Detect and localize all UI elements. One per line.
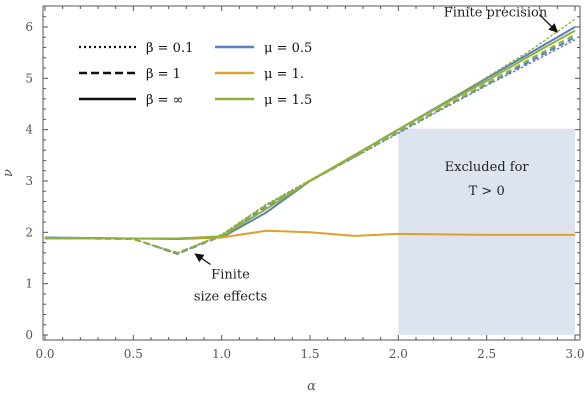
series-layer: [44, 18, 576, 255]
y-tick-label: 3: [25, 174, 33, 188]
legend: β = 0.1 β = 1 β = ∞ μ = 0.5 μ = 1. μ = 1.5: [79, 41, 312, 108]
shaded-region-layer: Excluded for T > 0: [398, 128, 575, 335]
excluded-region-label: T > 0: [469, 184, 505, 199]
annotation-text: size effects: [194, 290, 267, 305]
legend-label: μ = 1.5: [264, 93, 312, 108]
x-tick-label: 0.0: [35, 347, 54, 361]
x-tick-label: 3.0: [565, 347, 584, 361]
legend-label: β = 0.1: [146, 41, 193, 56]
excluded-region-label: Excluded for: [445, 160, 530, 175]
x-axis-label: α: [307, 379, 316, 394]
axes-layer: 0.0 0.5 1.0 1.5 2.0 2.5 3.0 0 1 2 3 4 5 6 α ν: [1, 5, 585, 394]
y-tick-label: 4: [25, 123, 33, 137]
y-tick-label: 2: [25, 225, 33, 239]
legend-label: β = ∞: [146, 93, 184, 108]
legend-label: μ = 1.: [264, 67, 304, 82]
annotation-text: Finite precision: [444, 6, 548, 21]
y-axis-label: ν: [1, 169, 16, 177]
annotation-arrow: [194, 253, 211, 266]
x-tick-label: 1.0: [212, 347, 231, 361]
y-tick-label: 6: [25, 20, 33, 34]
series-line-2: [44, 39, 576, 255]
x-tick-label: 1.5: [300, 347, 319, 361]
y-tick-label: 5: [25, 71, 33, 85]
y-tick-label: 1: [25, 277, 33, 291]
annotation-text: Finite: [211, 268, 250, 283]
y-tick-label: 0: [25, 328, 33, 342]
series-line-5: [45, 33, 576, 254]
legend-label: μ = 0.5: [264, 41, 312, 56]
series-line-6: [44, 18, 576, 254]
x-tick-label: 2.5: [477, 347, 496, 361]
annotations-layer: Finite precision Finite size effects: [194, 6, 558, 305]
x-tick-label: 0.5: [124, 347, 143, 361]
annotation-arrow: [539, 14, 558, 33]
excluded-region: [398, 128, 575, 335]
legend-label: β = 1: [146, 67, 181, 82]
x-tick-label: 2.0: [389, 347, 408, 361]
